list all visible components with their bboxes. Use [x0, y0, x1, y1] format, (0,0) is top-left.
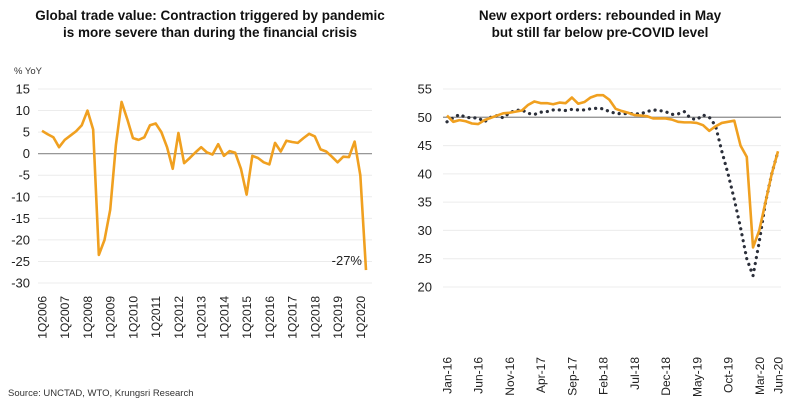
left-x-tick-label: 1Q2017	[286, 296, 300, 339]
left-x-tick-label: 1Q2014	[217, 296, 231, 339]
right-solid-series-line	[446, 93, 780, 249]
left-x-tick-label: 1Q2012	[172, 296, 186, 339]
left-x-tick-label: 1Q2018	[308, 296, 322, 339]
right-x-tick-label: Jun-20	[772, 357, 786, 394]
right-x-tick-label: Oct-19	[722, 357, 736, 393]
right-chart-title-line-1: New export orders: rebounded in May	[478, 8, 722, 23]
left-chart-title-line-2: is more severe than during the financial…	[62, 25, 358, 40]
left-y-tick-label: 10	[16, 103, 30, 118]
left-x-tick-label: 1Q2019	[331, 296, 345, 339]
left-chart-title: Global trade value: Contraction triggere…	[10, 7, 410, 41]
right-x-tick-label: Nov-16	[503, 357, 517, 396]
right-x-tick-label: Mar-20	[753, 357, 767, 395]
left-y-tick-label: -20	[11, 232, 30, 247]
left-y-tick-label: -5	[18, 168, 30, 183]
right-y-tick-label: 45	[418, 138, 432, 153]
left-y-tick-label: 5	[23, 125, 30, 140]
left-chart-title-line-1: Global trade value: Contraction triggere…	[35, 8, 385, 23]
right-y-tick-label: 30	[418, 223, 432, 238]
right-y-tick-label: 20	[418, 280, 432, 295]
left-x-tick-label: 1Q2008	[81, 296, 95, 339]
right-x-tick-label: May-19	[690, 357, 704, 397]
right-chart-title: New export orders: rebounded in May but …	[400, 7, 800, 41]
source-note: Source: UNCTAD, WTO, Krungsri Research	[8, 388, 194, 399]
right-x-tick-label: Jul-18	[628, 357, 642, 390]
left-y-tick-label: -30	[11, 276, 30, 291]
right-y-tick-label: 35	[418, 195, 432, 210]
left-x-tick-label: 1Q2020	[354, 296, 368, 339]
right-x-tick-label: Apr-17	[534, 357, 548, 393]
left-x-tick-label: 1Q2013	[195, 296, 209, 339]
left-y-tick-label: -10	[11, 189, 30, 204]
right-y-tick-label: 40	[418, 166, 432, 181]
right-chart-title-line-2: but still far below pre-COVID level	[491, 25, 709, 40]
right-chart: 55 50 45 40 35 30 25 20 Jan-16 Jun-16 Nov-16 Apr-17…	[418, 82, 786, 398]
left-x-tick-label: 1Q2016	[263, 296, 277, 339]
left-chart-y-unit-label: % YoY	[14, 66, 42, 77]
left-annotation-label: -27%	[332, 253, 363, 268]
left-x-tick-label: 1Q2006	[36, 296, 50, 339]
left-x-tick-label: 1Q2015	[240, 296, 254, 339]
right-x-tick-label: Jan-16	[441, 357, 455, 394]
left-y-tick-label: 0	[23, 146, 30, 161]
left-y-tick-label: 15	[16, 82, 30, 97]
left-x-tick-label: 1Q2011	[149, 296, 163, 338]
right-x-tick-label: Jun-16	[472, 357, 486, 394]
right-x-tick-label: Feb-18	[597, 357, 611, 395]
left-series-line	[41, 100, 368, 271]
right-dotted-series-line	[445, 106, 780, 278]
right-x-tick-label: Sep-17	[565, 357, 579, 396]
left-chart: 15 10 5 0 -5 -10 -15 -20 -25 -30 1Q2006 1Q2007 1Q200…	[11, 82, 372, 339]
right-y-tick-label: 25	[418, 251, 432, 266]
left-y-tick-label: -15	[11, 211, 30, 226]
right-x-tick-label: Dec-18	[659, 357, 673, 396]
right-y-tick-label: 55	[418, 82, 432, 97]
left-x-tick-label: 1Q2007	[58, 296, 72, 339]
right-y-tick-label: 50	[418, 110, 432, 125]
left-y-tick-label: -25	[11, 254, 30, 269]
left-x-tick-label: 1Q2010	[126, 296, 140, 339]
left-x-tick-label: 1Q2009	[104, 296, 118, 339]
